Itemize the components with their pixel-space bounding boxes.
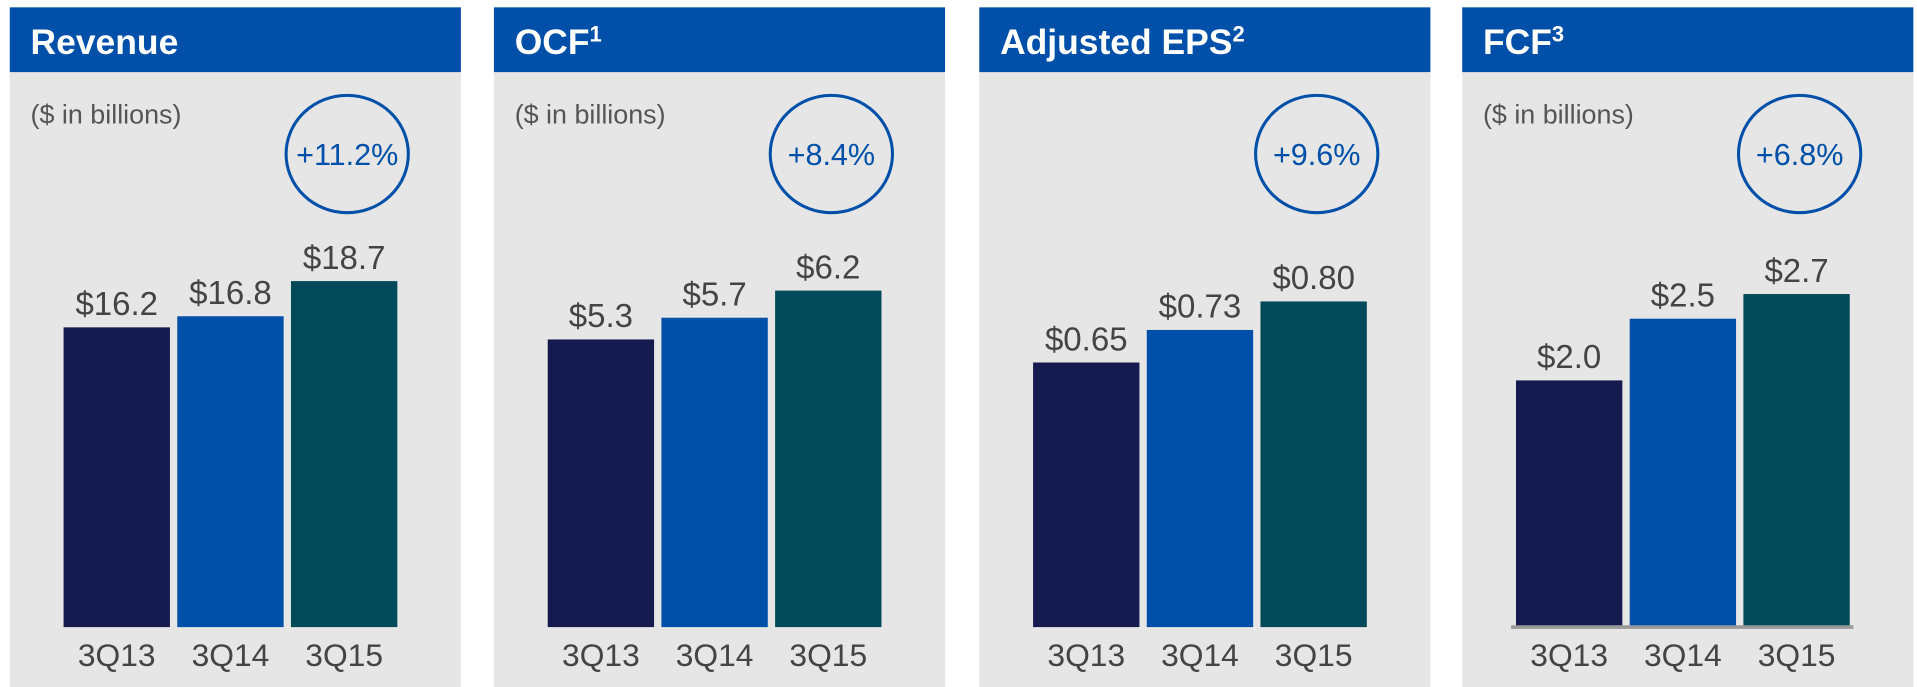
x-tick-label: 3Q15 bbox=[305, 637, 383, 673]
panel-header bbox=[1462, 7, 1914, 73]
panel-title: Revenue bbox=[31, 22, 179, 62]
x-tick-label: 3Q14 bbox=[192, 637, 270, 673]
value-label: $2.5 bbox=[1651, 276, 1715, 313]
bar bbox=[1033, 362, 1140, 628]
panel-header bbox=[493, 7, 946, 73]
title-text: FCF bbox=[1483, 22, 1552, 62]
title-superscript: 2 bbox=[1232, 22, 1244, 47]
x-tick-label: 3Q15 bbox=[1275, 637, 1353, 673]
annotation: +11.2% bbox=[296, 138, 398, 172]
panel-title: FCF3 bbox=[1483, 22, 1564, 62]
title-text: Revenue bbox=[31, 22, 179, 62]
value-label: $0.65 bbox=[1045, 320, 1128, 357]
title-text: OCF bbox=[515, 22, 590, 62]
bar bbox=[1146, 329, 1254, 628]
annotation: +8.4% bbox=[788, 138, 875, 172]
bar bbox=[1629, 318, 1737, 628]
panel-header bbox=[9, 7, 461, 73]
bar bbox=[775, 290, 882, 628]
x-tick-label: 3Q13 bbox=[1530, 637, 1608, 673]
bar bbox=[177, 316, 284, 628]
bar bbox=[290, 281, 398, 628]
annotation-circle bbox=[1736, 93, 1863, 215]
x-tick-label: 3Q13 bbox=[1047, 637, 1125, 673]
annotation: +6.8% bbox=[1756, 138, 1843, 172]
value-label: $5.7 bbox=[682, 276, 746, 313]
bar bbox=[661, 317, 768, 628]
value-label: $18.7 bbox=[303, 239, 386, 276]
panel-title: OCF1 bbox=[515, 22, 602, 62]
bar bbox=[1743, 294, 1850, 628]
bar bbox=[547, 339, 655, 628]
annotation-circle bbox=[284, 93, 410, 215]
x-tick-label: 3Q14 bbox=[1161, 637, 1239, 673]
subtitle: ($ in billions) bbox=[31, 99, 182, 129]
x-tick-label: 3Q14 bbox=[1644, 637, 1722, 673]
subtitle: ($ in billions) bbox=[1483, 99, 1634, 129]
value-label: $5.3 bbox=[569, 297, 633, 334]
value-label: $2.7 bbox=[1764, 252, 1828, 289]
annotation: +9.6% bbox=[1273, 138, 1360, 172]
bar bbox=[1260, 301, 1367, 628]
annotation-circle bbox=[1254, 93, 1380, 215]
value-label: $0.80 bbox=[1272, 259, 1355, 296]
panel-header bbox=[979, 7, 1431, 73]
value-label: $16.8 bbox=[189, 274, 272, 311]
bar bbox=[63, 327, 170, 628]
title-superscript: 1 bbox=[590, 22, 602, 47]
subtitle: ($ in billions) bbox=[515, 99, 666, 129]
x-tick-label: 3Q15 bbox=[789, 637, 867, 673]
x-tick-label: 3Q15 bbox=[1758, 637, 1836, 673]
value-label: $6.2 bbox=[796, 248, 860, 285]
panel-title: Adjusted EPS2 bbox=[1000, 22, 1245, 62]
title-text: Adjusted EPS bbox=[1000, 22, 1232, 62]
value-label: $0.73 bbox=[1159, 288, 1242, 325]
bar bbox=[1515, 380, 1623, 628]
title-superscript: 3 bbox=[1552, 22, 1564, 47]
value-label: $2.0 bbox=[1537, 338, 1601, 375]
x-tick-label: 3Q14 bbox=[676, 637, 754, 673]
value-label: $16.2 bbox=[75, 285, 158, 322]
x-tick-label: 3Q13 bbox=[562, 637, 640, 673]
annotation-circle bbox=[768, 93, 895, 215]
x-tick-label: 3Q13 bbox=[78, 637, 156, 673]
